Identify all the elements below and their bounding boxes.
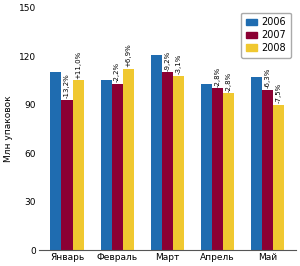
Y-axis label: Млн упаковок: Млн упаковок <box>4 95 13 162</box>
Bar <box>223 93 234 250</box>
Bar <box>112 84 123 250</box>
Text: -9,2%: -9,2% <box>164 51 170 71</box>
Bar <box>173 76 184 250</box>
Text: -2,2%: -2,2% <box>114 62 120 82</box>
Text: -2,8%: -2,8% <box>214 66 220 87</box>
Legend: 2006, 2007, 2008: 2006, 2007, 2008 <box>241 13 291 58</box>
Bar <box>262 90 273 250</box>
Bar <box>162 72 173 250</box>
Text: -7,5%: -7,5% <box>276 83 282 103</box>
Bar <box>201 84 212 250</box>
Bar <box>100 80 112 250</box>
Text: -13,2%: -13,2% <box>64 73 70 98</box>
Text: -2,8%: -2,8% <box>226 72 232 92</box>
Bar <box>123 69 134 250</box>
Text: -6,3%: -6,3% <box>265 68 271 89</box>
Text: +6,9%: +6,9% <box>125 44 131 68</box>
Bar <box>212 89 223 250</box>
Bar <box>73 80 83 250</box>
Bar <box>61 100 73 250</box>
Text: -3,1%: -3,1% <box>175 53 181 74</box>
Text: +11,0%: +11,0% <box>75 51 81 79</box>
Bar <box>251 77 262 250</box>
Bar <box>273 105 284 250</box>
Bar <box>151 55 162 250</box>
Bar <box>50 72 62 250</box>
